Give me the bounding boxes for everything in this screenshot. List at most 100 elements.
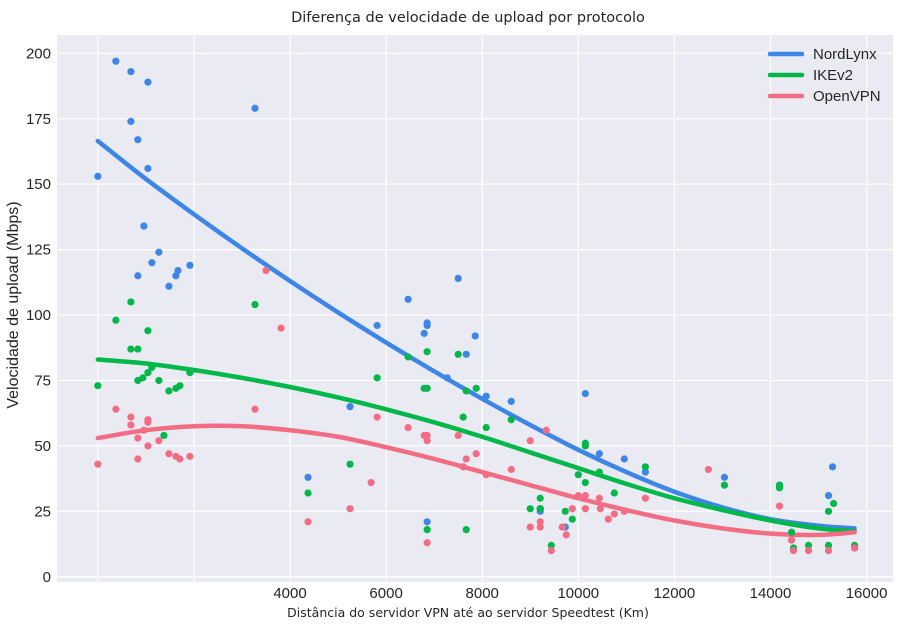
data-point [165, 387, 173, 395]
data-point [720, 481, 729, 489]
data-point [454, 431, 462, 440]
x-tick-label: 16000 [846, 585, 888, 602]
data-point [804, 541, 813, 549]
data-point [620, 507, 628, 515]
data-point [94, 460, 102, 468]
data-point [127, 345, 135, 353]
data-point [155, 437, 163, 445]
data-point [596, 505, 604, 513]
data-point [127, 298, 135, 306]
data-point [423, 437, 431, 445]
data-point [462, 526, 470, 534]
y-axis-ticks: 0 25 50 75 100 125 150 175 200 [26, 45, 51, 585]
data-point [186, 261, 194, 269]
data-point [459, 463, 467, 471]
data-point [443, 374, 451, 382]
data-point [423, 539, 431, 547]
data-point [787, 536, 796, 544]
data-point [134, 272, 142, 280]
data-point [186, 452, 194, 460]
data-point [155, 376, 163, 385]
data-point [423, 431, 431, 440]
data-point [420, 329, 428, 337]
data-point [824, 546, 833, 555]
legend-label: IKEv2 [813, 67, 853, 84]
data-point [148, 363, 156, 371]
data-point [251, 405, 259, 413]
data-point [127, 117, 135, 125]
data-point [574, 471, 582, 479]
data-point [472, 450, 480, 458]
data-point [824, 541, 833, 549]
data-point [641, 494, 649, 502]
data-point [829, 499, 838, 508]
data-point [144, 418, 152, 426]
y-tick-label: 175 [26, 111, 51, 128]
y-tick-label: 200 [26, 45, 51, 62]
data-point [140, 222, 148, 230]
data-point [471, 332, 479, 340]
data-point [373, 374, 381, 382]
data-point [346, 460, 354, 468]
data-point [472, 384, 480, 392]
plot-area [57, 35, 893, 582]
data-point [127, 413, 135, 421]
data-point [581, 492, 589, 500]
data-point [526, 523, 534, 531]
data-point [610, 510, 618, 518]
legend-label: OpenVPN [813, 88, 881, 105]
data-point [595, 450, 603, 458]
y-tick-label: 50 [34, 438, 51, 455]
data-point [423, 526, 431, 534]
data-points [94, 57, 859, 555]
data-point [165, 450, 173, 458]
y-tick-label: 75 [34, 372, 51, 389]
data-point [134, 455, 142, 463]
data-point [581, 442, 589, 450]
data-point [641, 463, 649, 471]
fit-line-ikev2 [95, 357, 857, 534]
data-point [542, 426, 550, 434]
data-point [536, 523, 544, 531]
data-point [373, 413, 381, 421]
data-point [462, 455, 470, 463]
data-point [581, 389, 589, 398]
data-point [454, 350, 462, 358]
data-point [423, 321, 431, 330]
data-point [507, 397, 515, 406]
x-axis-ticks: 4000 6000 8000 10000 12000 14000 16000 [273, 585, 887, 602]
data-point [462, 387, 470, 395]
data-point [459, 413, 467, 421]
data-point [526, 437, 534, 445]
data-point [462, 350, 470, 358]
data-point [536, 494, 544, 502]
data-point [160, 431, 168, 440]
data-point [595, 494, 603, 502]
data-point [775, 502, 784, 510]
data-point [144, 327, 152, 335]
y-tick-label: 25 [34, 503, 51, 520]
data-point [186, 369, 194, 377]
data-point [641, 468, 649, 476]
data-point [507, 416, 515, 424]
series-points-ikev2 [94, 298, 859, 552]
data-point [139, 374, 147, 382]
legend-label: NordLynx [813, 46, 877, 63]
data-point [604, 515, 612, 523]
data-point [787, 528, 796, 536]
y-tick-label: 150 [26, 176, 51, 193]
data-point [251, 300, 259, 309]
data-point [595, 468, 603, 476]
data-point [775, 481, 784, 489]
data-point [367, 478, 375, 487]
data-point [404, 295, 412, 303]
data-point [482, 423, 490, 432]
data-point [404, 423, 412, 432]
data-point [824, 507, 833, 515]
data-point [165, 282, 173, 290]
data-point [558, 523, 566, 531]
data-point [134, 434, 142, 442]
data-point [112, 316, 120, 324]
data-point [373, 321, 381, 330]
